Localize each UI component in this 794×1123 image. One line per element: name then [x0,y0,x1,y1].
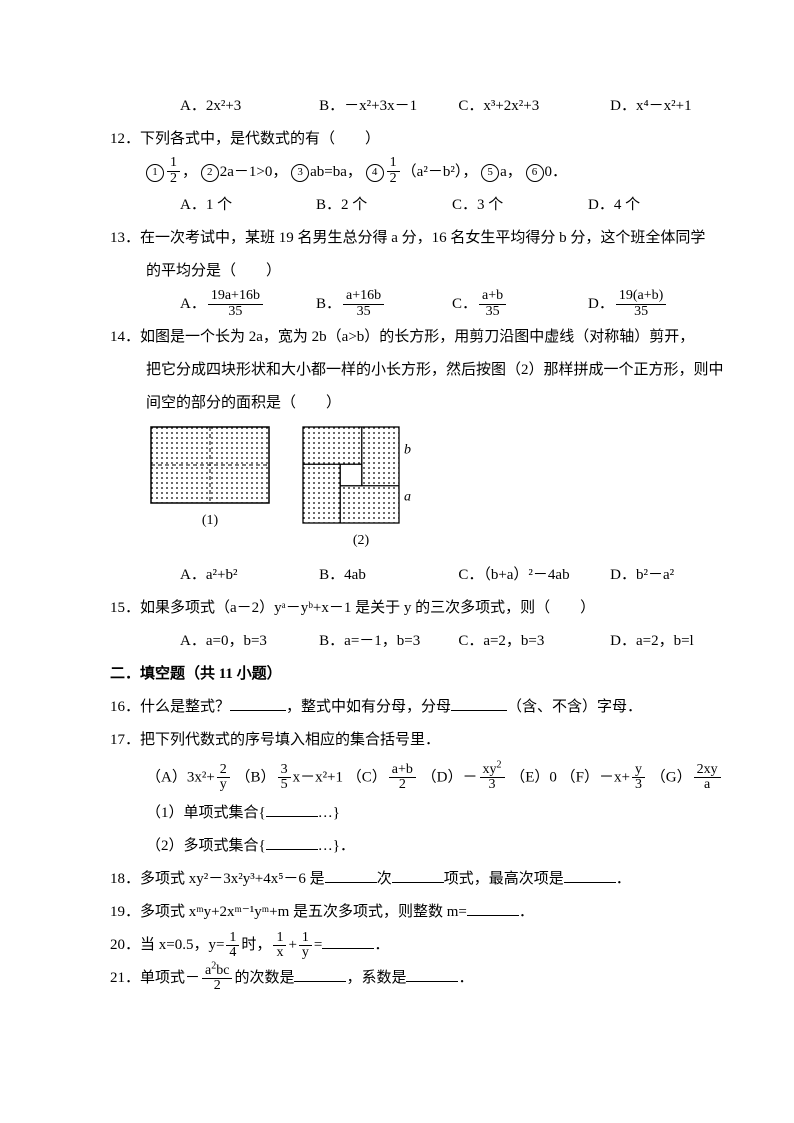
blank [266,833,318,851]
q20: 20．当 x=0.5，y=14时，1x+1y=． [110,929,724,962]
q15-B: B．a=－1，b=3 [319,625,458,658]
q13-A: A．19a+16b35 [180,288,316,321]
q14-figures: (1) ba (2) [110,426,724,557]
q12-choices: A．1 个 B．2 个 C．3 个 D．4 个 [110,189,724,222]
q12-frac4: 12 [387,156,400,186]
circled-5: 5 [481,164,499,182]
q12-items: 112， 22a－1>0， 3ab=ba， 412（a²－b²）， 5a， 60… [110,156,724,189]
blank [467,899,519,917]
q18: 18．多项式 xy²－3x²y³+4x⁵－6 是次项式，最高次项是． [110,863,724,896]
q11-choice-D: D．x⁴－x²+1 [610,90,724,123]
circled-1: 1 [146,164,164,182]
q14-B: B．4ab [319,559,458,592]
q15-C: C．a=2，b=3 [458,625,610,658]
fig2-caption: (2) [302,526,420,557]
q19: 19．多项式 xᵐy+2xᵐ⁻¹yᵐ+m 是五次多项式，则整数 m=． [110,896,724,929]
q14-D: D．b²－a² [610,559,724,592]
q11-choice-B: B．－x²+3x－1 [319,90,458,123]
q11-choice-C: C．x³+2x²+3 [458,90,610,123]
blank [451,693,507,711]
q13-D: D．19(a+b)35 [588,288,724,321]
rect-figure-2: ba [302,426,420,524]
q12-C: C．3 个 [452,189,588,222]
circled-2: 2 [201,164,219,182]
q12-A: A．1 个 [180,189,316,222]
blank [322,932,374,950]
circled-4: 4 [366,164,384,182]
q11-choices: A．2x²+3 B．－x²+3x－1 C．x³+2x²+3 D．x⁴－x²+1 [110,90,724,123]
q13-C: C．a+b35 [452,288,588,321]
q14-stem1: 14．如图是一个长为 2a，宽为 2b（a>b）的长方形，用剪刀沿图中虚线（对称… [110,321,724,354]
q21: 21．单项式－a2bc2的次数是，系数是． [110,962,724,995]
svg-text:b: b [404,442,411,457]
q13-B: B．a+16b35 [316,288,452,321]
blank [230,693,286,711]
q12-stem: 12．下列各式中，是代数式的有（ ） [110,123,724,156]
blank [564,866,616,884]
q15-A: A．a=0，b=3 [180,625,319,658]
figure-1: (1) [150,426,270,537]
q17-sub2: （2）多项式集合{…}． [110,830,724,863]
q14-stem3: 间空的部分的面积是（ ） [110,387,724,420]
q12-frac1: 12 [167,156,180,186]
q15-stem: 15．如果多项式（a－2）yᵃ－yᵇ+x－1 是关于 y 的三次多项式，则（ ） [110,592,724,625]
circled-6: 6 [526,164,544,182]
q11-choice-A: A．2x²+3 [180,90,319,123]
blank [392,866,444,884]
q17-list: （A）3x²+2y （B）35x－x²+1 （C）a+b2 （D）－xy23 （… [110,763,724,793]
q17-sub1: （1）单项式集合{…} [110,797,724,830]
q12-B: B．2 个 [316,189,452,222]
blank [294,965,346,983]
blank [406,965,458,983]
figure-2: ba (2) [302,426,420,557]
svg-text:a: a [404,490,411,505]
blank [266,800,318,818]
section-2-heading: 二．填空题（共 11 小题） [110,658,724,691]
q13-choices: A．19a+16b35 B．a+16b35 C．a+b35 D．19(a+b)3… [110,288,724,321]
q17-stem: 17．把下列代数式的序号填入相应的集合括号里． [110,724,724,757]
q13-stem2: 的平均分是（ ） [110,255,724,288]
q16: 16．什么是整式？，整式中如有分母，分母（含、不含）字母． [110,691,724,724]
q14-A: A．a²+b² [180,559,319,592]
q15-D: D．a=2，b=l [610,625,724,658]
q14-choices: A．a²+b² B．4ab C．（b+a）²－4ab D．b²－a² [110,559,724,592]
q15-choices: A．a=0，b=3 B．a=－1，b=3 C．a=2，b=3 D．a=2，b=l [110,625,724,658]
blank [325,866,377,884]
q13-stem1: 13．在一次考试中，某班 19 名男生总分得 a 分，16 名女生平均得分 b … [110,222,724,255]
q14-stem2: 把它分成四块形状和大小都一样的小长方形，然后按图（2）那样拼成一个正方形，则中 [110,354,724,387]
q14-C: C．（b+a）²－4ab [458,559,610,592]
rect-figure-1 [150,426,270,504]
circled-3: 3 [291,164,309,182]
q12-D: D．4 个 [588,189,724,222]
fig1-caption: (1) [150,506,270,537]
